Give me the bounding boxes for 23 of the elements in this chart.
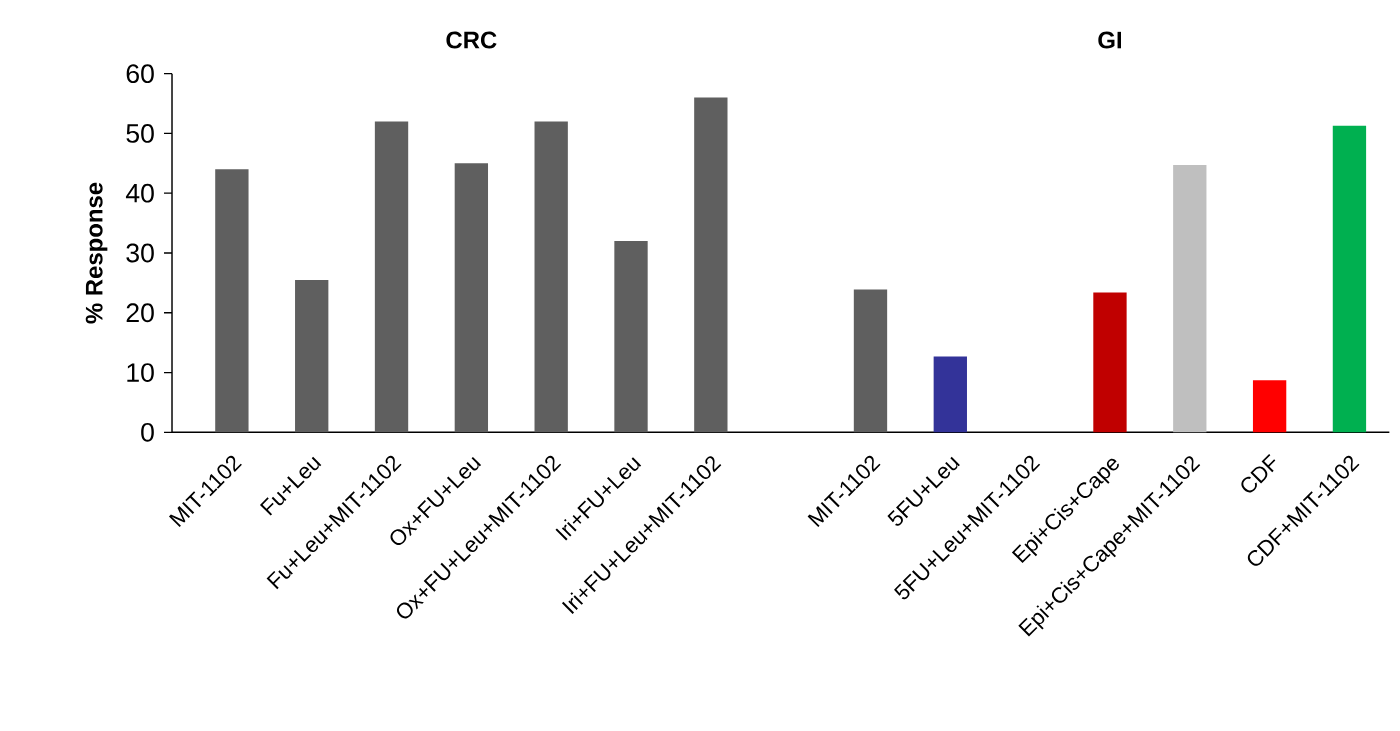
bar [1332,125,1367,433]
bar [454,163,489,433]
y-tick-label: 0 [141,422,154,442]
bar [1173,165,1207,433]
y-axis-title: % Response [85,182,108,324]
bar [295,279,329,433]
y-tick-label: 50 [126,124,154,143]
bar [853,289,888,433]
y-tick-label: 10 [127,363,154,382]
y-tick-label: 40 [125,183,154,203]
bar [374,121,409,433]
text: GI [1098,31,1121,49]
bar [1252,380,1287,433]
text: CRC [446,31,497,49]
bar [933,356,967,433]
bar [614,241,648,433]
bar [534,121,568,433]
bar [694,97,728,433]
bar [1093,292,1127,433]
y-tick-label: 30 [126,243,154,263]
y-tick-label: 20 [126,303,154,323]
y-tick-label: 60 [126,64,154,84]
bar [215,169,249,433]
